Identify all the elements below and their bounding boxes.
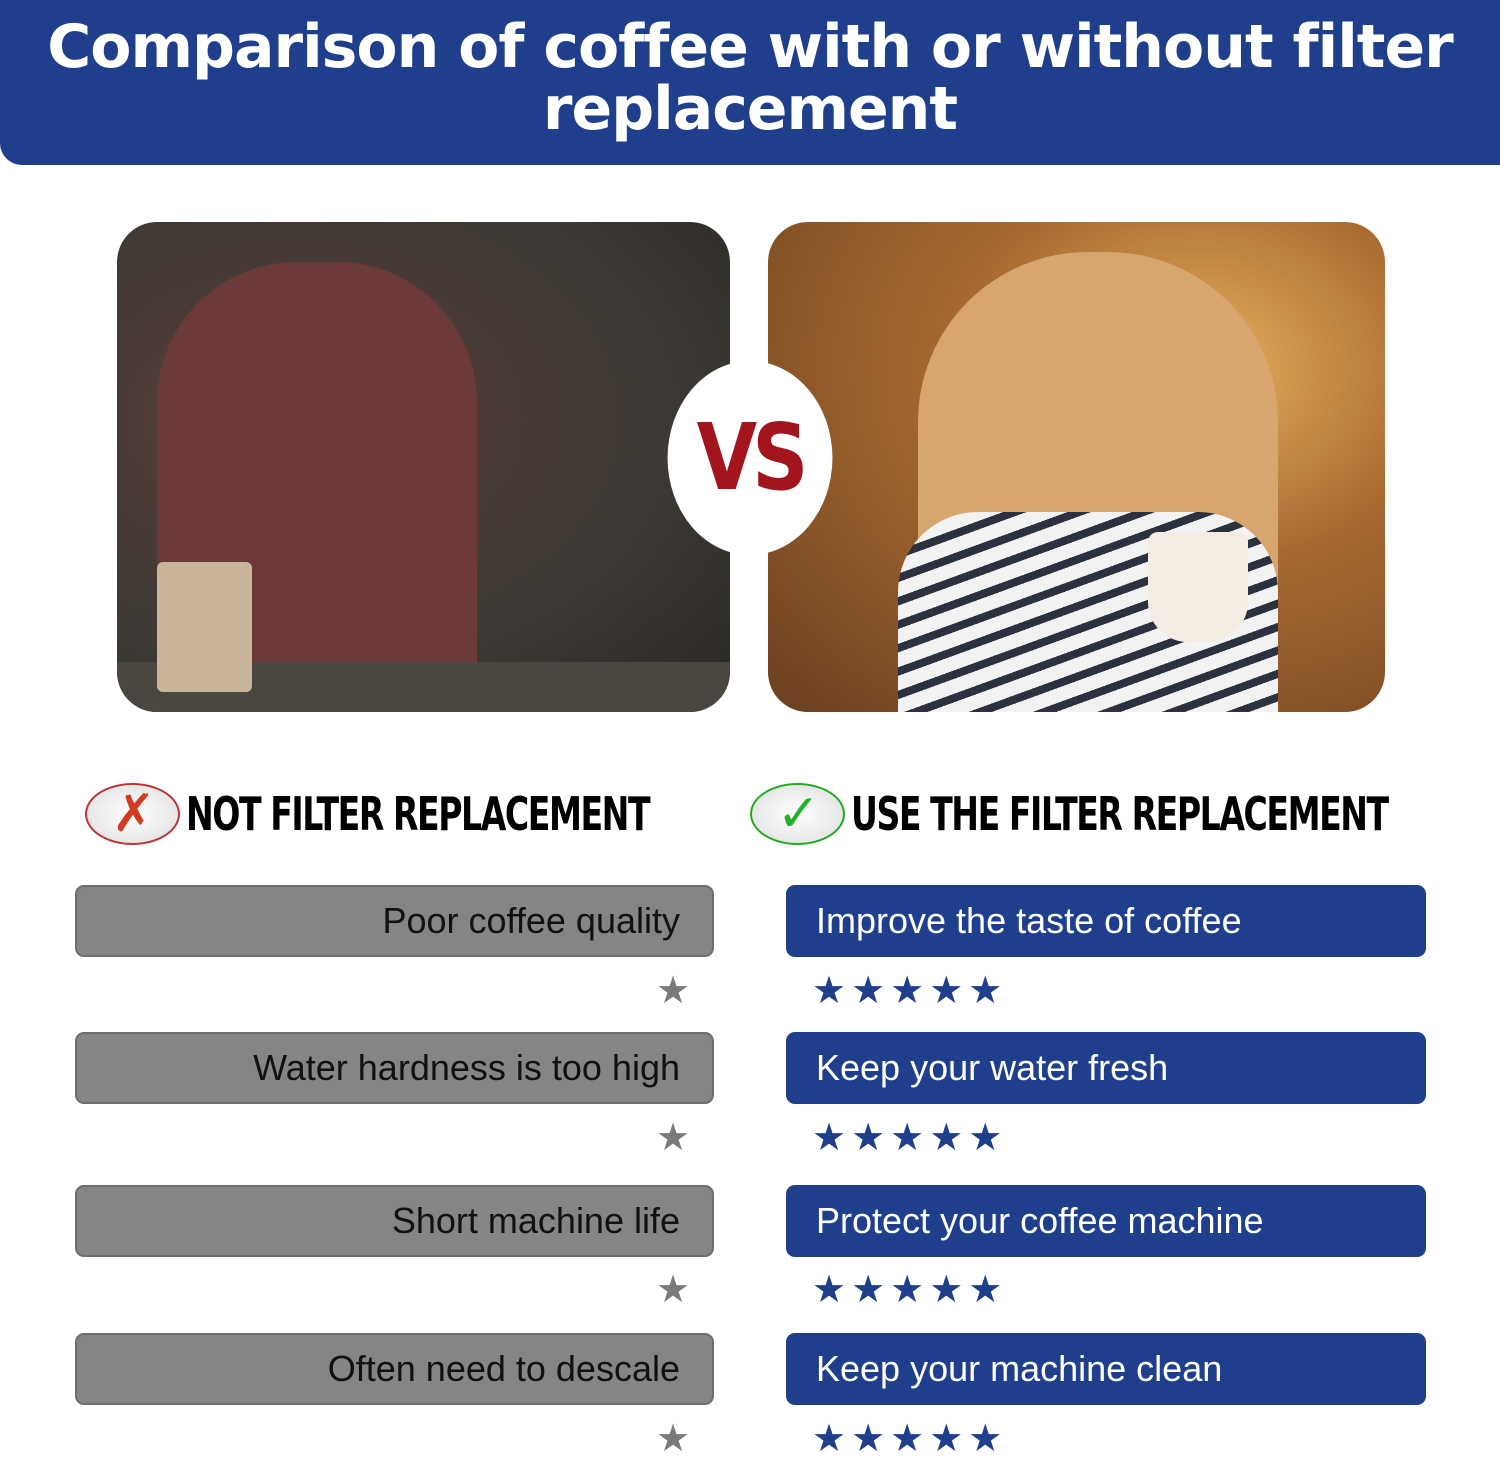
star-rating-icon: ★	[656, 1418, 691, 1460]
star-rating-icon: ★	[656, 970, 691, 1012]
page-title: Comparison of coffee with or without fil…	[47, 12, 1453, 144]
title-banner: Comparison of coffee with or without fil…	[0, 0, 1500, 165]
star-rating-icon: ★★★★★	[812, 1269, 1008, 1311]
negative-item: Short machine life	[75, 1185, 714, 1257]
positive-item: Improve the taste of coffee	[786, 885, 1426, 957]
star-rating-icon: ★	[656, 1117, 691, 1159]
right-heading: ✓ USE THE FILTER REPLACEMENT	[750, 783, 1500, 845]
check-mark-icon: ✓	[750, 783, 845, 845]
negative-item: Poor coffee quality	[75, 885, 714, 957]
negative-item: Often need to descale	[75, 1333, 714, 1405]
negative-item: Water hardness is too high	[75, 1032, 714, 1104]
star-rating-icon: ★★★★★	[812, 970, 1008, 1012]
happy-woman-photo	[768, 222, 1385, 712]
vs-badge: VS	[667, 361, 833, 555]
left-heading: ✗ NOT FILTER REPLACEMENT	[85, 783, 829, 845]
x-mark-icon: ✗	[85, 783, 180, 845]
stressed-woman-photo	[117, 222, 730, 712]
positive-item: Keep your water fresh	[786, 1032, 1426, 1104]
star-rating-icon: ★	[656, 1269, 691, 1311]
positive-item: Keep your machine clean	[786, 1333, 1426, 1405]
positive-item: Protect your coffee machine	[786, 1185, 1426, 1257]
star-rating-icon: ★★★★★	[812, 1117, 1008, 1159]
star-rating-icon: ★★★★★	[812, 1418, 1008, 1460]
